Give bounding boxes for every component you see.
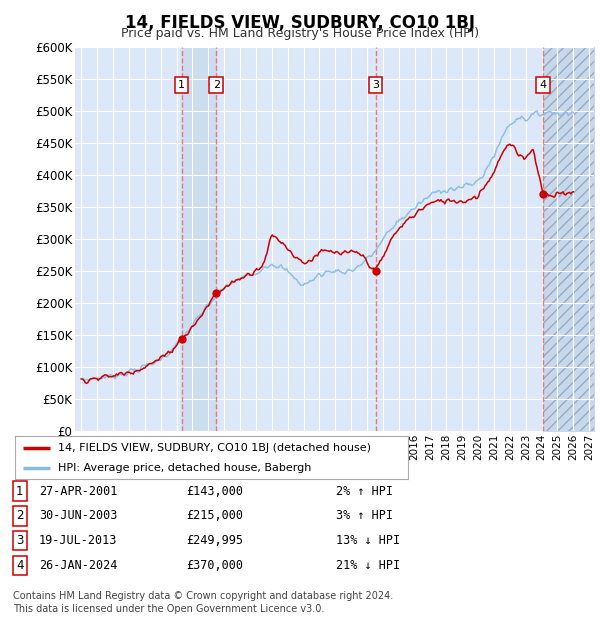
Text: Price paid vs. HM Land Registry's House Price Index (HPI): Price paid vs. HM Land Registry's House … <box>121 27 479 40</box>
Text: £249,995: £249,995 <box>186 534 243 547</box>
Text: £370,000: £370,000 <box>186 559 243 572</box>
Text: 19-JUL-2013: 19-JUL-2013 <box>39 534 118 547</box>
Text: 3: 3 <box>372 80 379 90</box>
Text: 4: 4 <box>16 559 23 572</box>
Text: 1: 1 <box>178 80 185 90</box>
Text: £215,000: £215,000 <box>186 510 243 522</box>
Text: £143,000: £143,000 <box>186 485 243 497</box>
Text: 21% ↓ HPI: 21% ↓ HPI <box>336 559 400 572</box>
Text: 3: 3 <box>16 534 23 547</box>
Text: 1: 1 <box>16 485 23 497</box>
Text: 27-APR-2001: 27-APR-2001 <box>39 485 118 497</box>
Text: 3% ↑ HPI: 3% ↑ HPI <box>336 510 393 522</box>
Text: 2: 2 <box>16 510 23 522</box>
Text: This data is licensed under the Open Government Licence v3.0.: This data is licensed under the Open Gov… <box>13 604 325 614</box>
Text: HPI: Average price, detached house, Babergh: HPI: Average price, detached house, Babe… <box>58 463 311 473</box>
Text: Contains HM Land Registry data © Crown copyright and database right 2024.: Contains HM Land Registry data © Crown c… <box>13 591 394 601</box>
Text: 13% ↓ HPI: 13% ↓ HPI <box>336 534 400 547</box>
Text: 14, FIELDS VIEW, SUDBURY, CO10 1BJ (detached house): 14, FIELDS VIEW, SUDBURY, CO10 1BJ (deta… <box>58 443 371 453</box>
Text: 2: 2 <box>212 80 220 90</box>
Text: 2% ↑ HPI: 2% ↑ HPI <box>336 485 393 497</box>
Text: 30-JUN-2003: 30-JUN-2003 <box>39 510 118 522</box>
Bar <box>182 46 216 431</box>
Text: 26-JAN-2024: 26-JAN-2024 <box>39 559 118 572</box>
Text: 4: 4 <box>539 80 546 90</box>
Text: 14, FIELDS VIEW, SUDBURY, CO10 1BJ: 14, FIELDS VIEW, SUDBURY, CO10 1BJ <box>125 14 475 32</box>
Bar <box>543 46 594 431</box>
